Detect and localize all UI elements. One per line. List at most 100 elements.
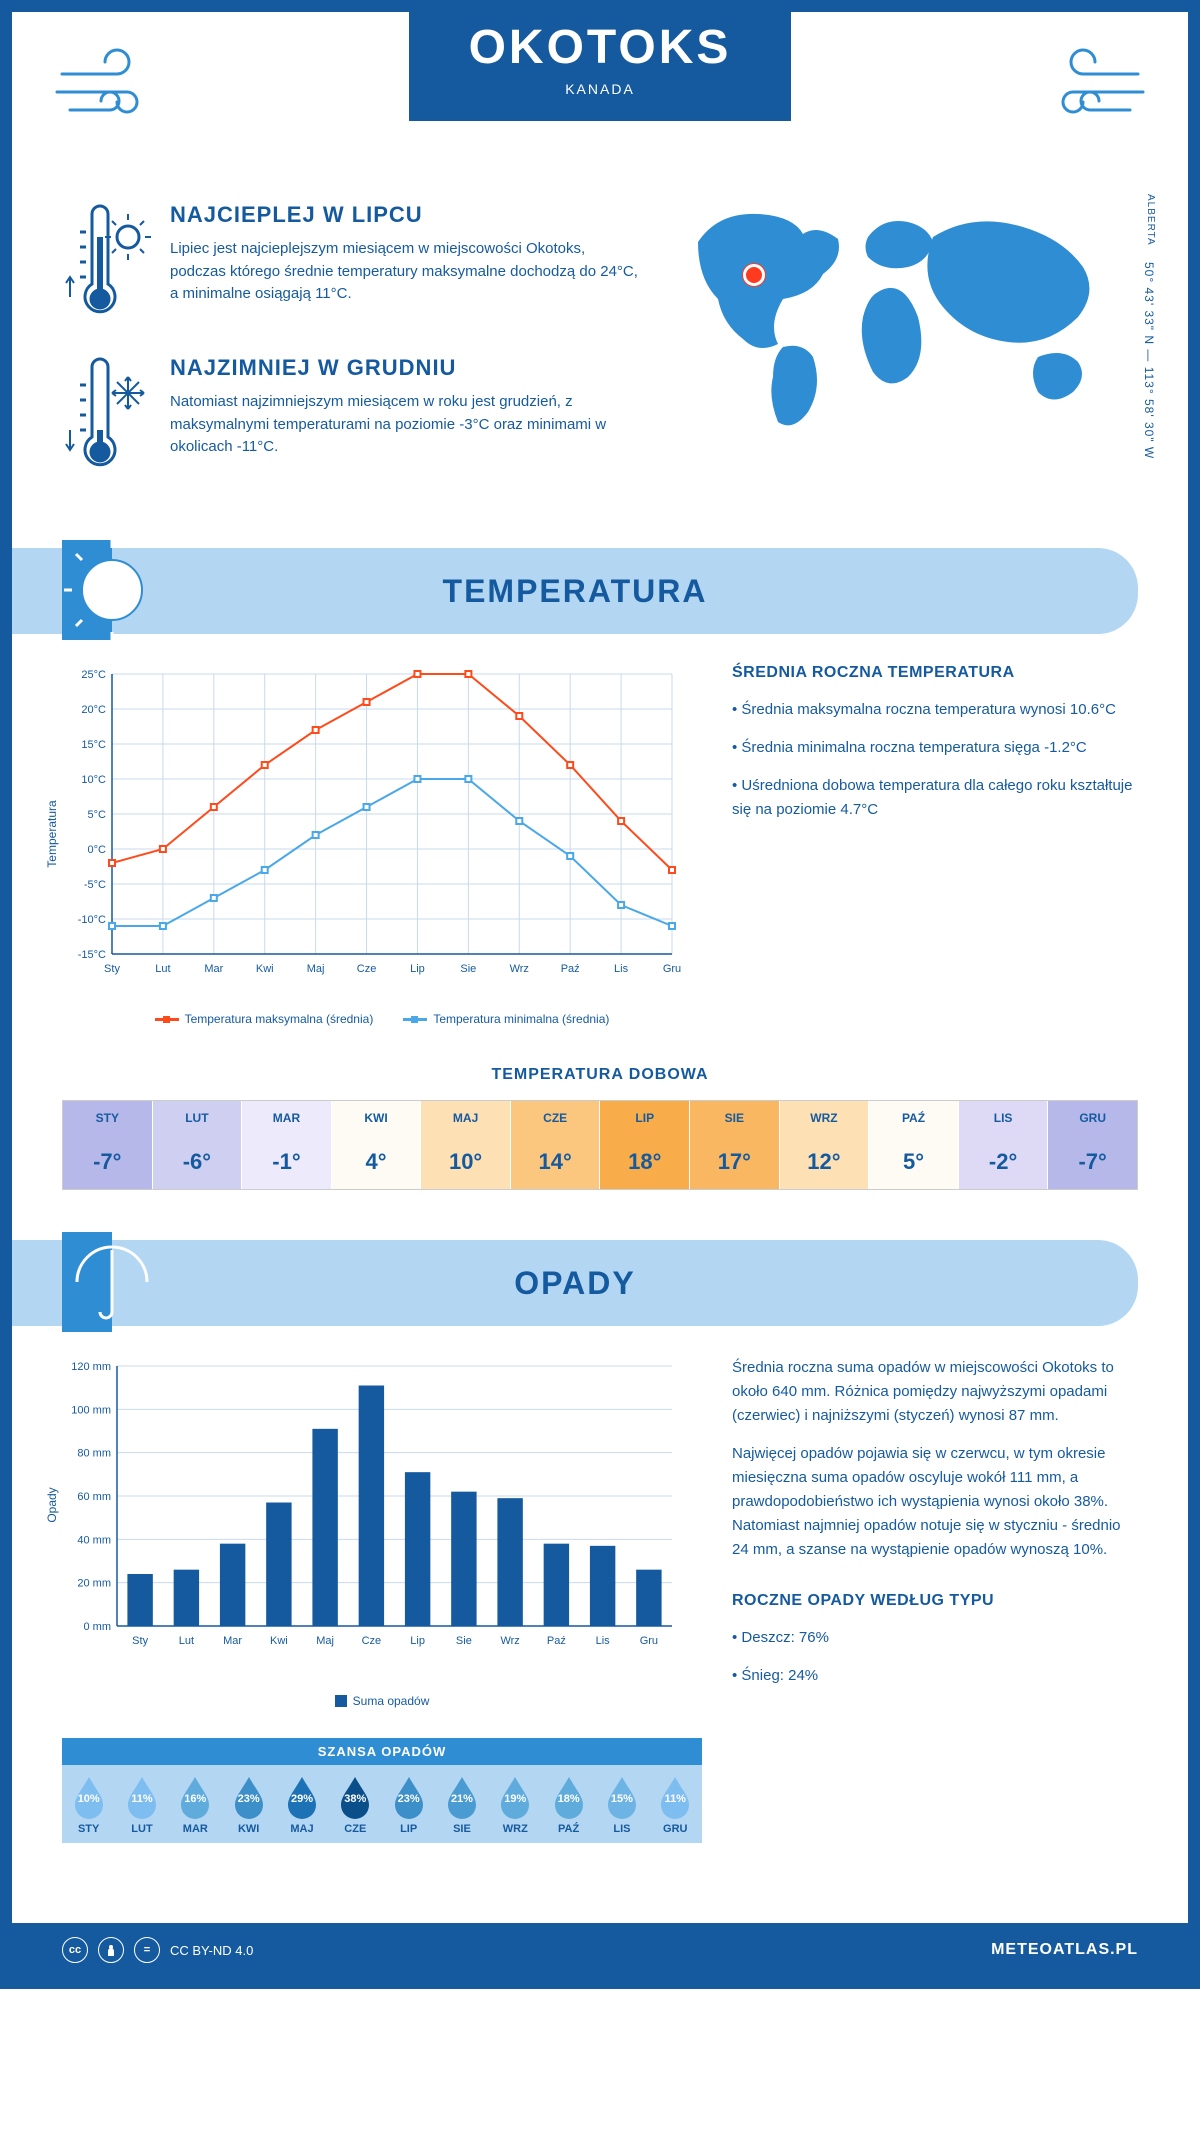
chance-cell: 23% LIP	[382, 1765, 435, 1843]
svg-text:Cze: Cze	[357, 963, 377, 975]
svg-text:60 mm: 60 mm	[77, 1491, 111, 1503]
brand: METEOATLAS.PL	[991, 1941, 1138, 1959]
temp-bullet: • Średnia minimalna roczna temperatura s…	[732, 736, 1138, 760]
svg-text:120 mm: 120 mm	[71, 1361, 111, 1373]
drop-icon: 11%	[657, 1775, 693, 1819]
svg-text:Paź: Paź	[561, 963, 580, 975]
svg-text:20°C: 20°C	[81, 704, 106, 716]
chart-ylabel: Temperatura	[45, 800, 59, 867]
svg-text:Cze: Cze	[362, 1635, 382, 1647]
section-banner-precipitation: OPADY	[12, 1240, 1138, 1326]
chance-cell: 29% MAJ	[275, 1765, 328, 1843]
temp-bullet: • Średnia maksymalna roczna temperatura …	[732, 698, 1138, 722]
chance-cell: 10% STY	[62, 1765, 115, 1843]
svg-text:Paź: Paź	[547, 1635, 566, 1647]
month-tile: LIS-2°	[958, 1101, 1048, 1189]
month-tile: CZE14°	[510, 1101, 600, 1189]
svg-text:Lis: Lis	[614, 963, 629, 975]
drop-icon: 23%	[391, 1775, 427, 1819]
intro-row: NAJCIEPLEJ W LIPCU Lipiec jest najcieple…	[12, 192, 1188, 538]
sun-icon	[62, 540, 162, 645]
cold-block: NAJZIMNIEJ W GRUDNIU Natomiast najzimnie…	[62, 355, 638, 480]
svg-text:Wrz: Wrz	[510, 963, 529, 975]
chance-title: SZANSA OPADÓW	[62, 1738, 702, 1765]
svg-text:25°C: 25°C	[81, 669, 106, 681]
coords-label: 50° 43' 33" N — 113° 58' 30" W	[1142, 262, 1156, 459]
section-title: OPADY	[514, 1265, 635, 1302]
drop-icon: 16%	[177, 1775, 213, 1819]
svg-text:Sie: Sie	[460, 963, 476, 975]
svg-text:Maj: Maj	[316, 1635, 334, 1647]
drop-icon: 29%	[284, 1775, 320, 1819]
svg-text:10°C: 10°C	[81, 774, 106, 786]
precip-p1: Średnia roczna suma opadów w miejscowośc…	[732, 1356, 1138, 1428]
drop-icon: 19%	[497, 1775, 533, 1819]
legend-max: Temperatura maksymalna (średnia)	[185, 1012, 374, 1026]
svg-text:Sie: Sie	[456, 1635, 472, 1647]
chance-cell: 38% CZE	[329, 1765, 382, 1843]
hot-title: NAJCIEPLEJ W LIPCU	[170, 202, 638, 228]
precip-p2: Najwięcej opadów pojawia się w czerwcu, …	[732, 1442, 1138, 1562]
precipitation-bar-chart: Opady 0 mm20 mm40 mm60 mm80 mm100 mm120 …	[62, 1356, 682, 1686]
month-tile: MAJ10°	[420, 1101, 510, 1189]
svg-text:Sty: Sty	[132, 1635, 148, 1647]
chart-legend: Suma opadów	[62, 1694, 702, 1708]
daily-temp-tiles: STY-7°LUT-6°MAR-1°KWI4°MAJ10°CZE14°LIP18…	[62, 1100, 1138, 1190]
section-title: TEMPERATURA	[443, 573, 708, 610]
month-tile: LUT-6°	[152, 1101, 242, 1189]
drop-icon: 21%	[444, 1775, 480, 1819]
temperature-line-chart: Temperatura -15°C-10°C-5°C0°C5°C10°C15°C…	[62, 664, 682, 1004]
month-tile: PAŹ5°	[868, 1101, 958, 1189]
month-tile: KWI4°	[331, 1101, 421, 1189]
svg-text:40 mm: 40 mm	[77, 1534, 111, 1546]
section-banner-temperature: TEMPERATURA	[12, 548, 1138, 634]
svg-text:Lip: Lip	[410, 963, 425, 975]
svg-text:Mar: Mar	[204, 963, 223, 975]
drop-icon: 11%	[124, 1775, 160, 1819]
svg-text:Sty: Sty	[104, 963, 120, 975]
chance-cell: 16% MAR	[169, 1765, 222, 1843]
drop-icon: 18%	[551, 1775, 587, 1819]
thermometer-cold-icon	[62, 355, 152, 480]
hot-text: Lipiec jest najcieplejszym miesiącem w m…	[170, 238, 638, 306]
svg-text:0 mm: 0 mm	[84, 1621, 112, 1633]
world-map	[668, 202, 1138, 462]
precip-type-heading: ROCZNE OPADY WEDŁUG TYPU	[732, 1592, 1138, 1610]
svg-text:Kwi: Kwi	[256, 963, 274, 975]
svg-text:-5°C: -5°C	[84, 879, 106, 891]
by-icon	[98, 1937, 124, 1963]
precip-type-item: • Deszcz: 76%	[732, 1626, 1138, 1650]
svg-text:Mar: Mar	[223, 1635, 242, 1647]
chance-cell: 15% LIS	[595, 1765, 648, 1843]
city-name: OKOTOKS	[469, 20, 732, 75]
svg-text:Gru: Gru	[663, 963, 681, 975]
chance-cell: 19% WRZ	[489, 1765, 542, 1843]
precip-chance-panel: SZANSA OPADÓW 10% STY 11% LUT 16% MAR 23…	[62, 1738, 702, 1843]
svg-text:-15°C: -15°C	[78, 949, 106, 961]
svg-text:5°C: 5°C	[88, 809, 107, 821]
chance-cell: 11% GRU	[649, 1765, 702, 1843]
legend-min: Temperatura minimalna (średnia)	[433, 1012, 609, 1026]
svg-text:Maj: Maj	[307, 963, 325, 975]
thermometer-hot-icon	[62, 202, 152, 327]
umbrella-icon	[62, 1232, 162, 1337]
svg-text:Kwi: Kwi	[270, 1635, 288, 1647]
svg-text:15°C: 15°C	[81, 739, 106, 751]
svg-text:100 mm: 100 mm	[71, 1404, 111, 1416]
svg-text:20 mm: 20 mm	[77, 1578, 111, 1590]
temp-bullet: • Uśredniona dobowa temperatura dla całe…	[732, 774, 1138, 822]
chance-cell: 18% PAŹ	[542, 1765, 595, 1843]
chance-cell: 23% KWI	[222, 1765, 275, 1843]
month-tile: WRZ12°	[779, 1101, 869, 1189]
svg-text:Lut: Lut	[155, 963, 170, 975]
map-pin-icon	[743, 264, 765, 286]
svg-text:Lut: Lut	[179, 1635, 194, 1647]
cold-text: Natomiast najzimniejszym miesiącem w rok…	[170, 391, 638, 459]
svg-text:0°C: 0°C	[88, 844, 107, 856]
svg-text:80 mm: 80 mm	[77, 1448, 111, 1460]
chance-cell: 21% SIE	[435, 1765, 488, 1843]
legend-precip: Suma opadów	[353, 1694, 430, 1708]
cc-icon: cc	[62, 1937, 88, 1963]
nd-icon: =	[134, 1937, 160, 1963]
region-label: ALBERTA	[1145, 194, 1156, 246]
